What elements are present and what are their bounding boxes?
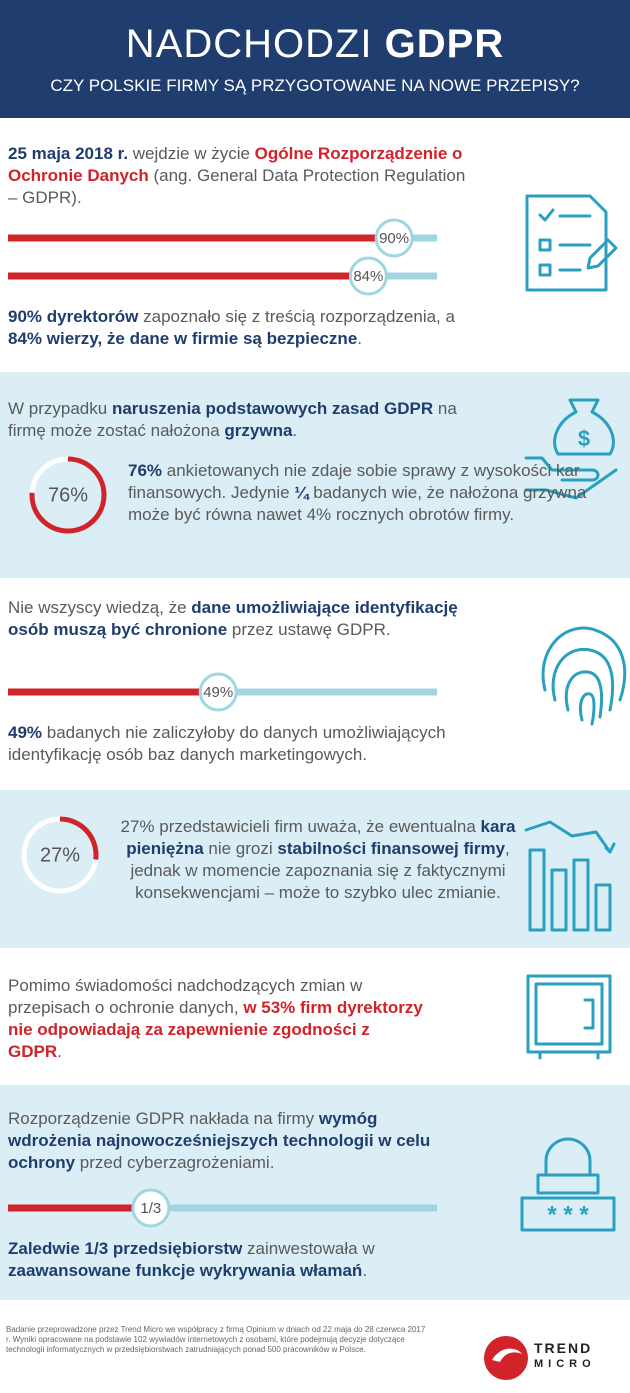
text-run: (ang. General Data Protection Regulation… — [8, 166, 466, 207]
safe-icon — [526, 974, 612, 1060]
subtitle: CZY POLSKIE FIRMY SĄ PRZYGOTOWANE NA NOW… — [50, 76, 580, 95]
intro-text: Nie wszyscy wiedzą, że dane umożliwiając… — [8, 597, 468, 641]
svg-text:* * *: * * * — [547, 1201, 589, 1228]
title-light: NADCHODZI — [125, 22, 373, 66]
text-run: . — [292, 421, 298, 440]
summary-text: Zaledwie 1/3 przedsiębiorstw zainwestowa… — [8, 1238, 478, 1282]
text-run: . — [357, 329, 363, 348]
text-run: ¼ — [294, 483, 309, 502]
fingerprint-icon — [541, 626, 627, 726]
svg-text:$: $ — [578, 426, 590, 451]
bar — [8, 272, 369, 280]
text-run: naruszenia podstawowych zasad GDPR — [111, 399, 434, 418]
text-run: 49% — [8, 723, 43, 742]
title: NADCHODZI GDPR — [0, 22, 630, 67]
text-run: na firmę może zostać nałożona — [8, 399, 457, 440]
text-run: Nie wszyscy wiedzą, że — [8, 598, 192, 617]
bar — [8, 1204, 151, 1212]
text-run: Ogólne Rozporządzenie o Ochronie Danych — [8, 144, 463, 185]
text-run: badanych nie zaliczyłoby do danych umożl… — [8, 723, 446, 764]
text-run: , jednak w momencie zapoznania się z fak… — [130, 839, 510, 902]
text-run: . — [57, 1042, 62, 1061]
text-run: Zaledwie 1/3 przedsiębiorstw — [8, 1239, 243, 1258]
text-run: 84% wierzy, że dane w firmie są bezpiecz… — [8, 329, 358, 348]
summary-text: 49% badanych nie zaliczyłoby do danych u… — [8, 722, 488, 766]
logo-icon — [484, 1336, 528, 1380]
text-run: grzywna — [224, 421, 293, 440]
text-run: 27% przedstawicieli firm uważa, że ewent… — [120, 817, 481, 836]
bar-label: 49% — [203, 684, 233, 701]
text-run: wymóg wdrożenia najnowocześniejszych tec… — [8, 1109, 431, 1172]
detail-text: 27% przedstawicieli firm uważa, że ewent… — [118, 816, 518, 904]
logo-bottom: MICRO — [534, 1358, 596, 1370]
text-run: wejdzie w życie — [128, 144, 255, 163]
lock-icon: * * * — [520, 1137, 616, 1232]
ring-label: 27% — [40, 844, 80, 866]
text-run: kara pieniężna — [126, 817, 516, 858]
summary-text: 90% dyrektorów zapoznało się z treścią r… — [8, 306, 488, 350]
band — [0, 372, 630, 578]
bar-marker — [348, 256, 388, 296]
text-run: przed cyberzagrożeniami. — [75, 1153, 275, 1172]
chart-icon — [524, 820, 616, 932]
text-run: zapoznało się z treścią rozporządzenia, … — [138, 307, 455, 326]
text-run: 25 maja 2018 r. — [8, 144, 129, 163]
logo-top: TREND — [534, 1340, 593, 1356]
bar-rest — [218, 688, 437, 696]
intro-text: W przypadku naruszenia podstawowych zasa… — [8, 398, 478, 442]
bar-label: 1/3 — [140, 1200, 161, 1217]
document-icon — [525, 194, 618, 292]
text-run: dane umożliwiające identyfikację osób mu… — [8, 598, 458, 639]
text-run: W przypadku — [8, 399, 112, 418]
text-run: . — [362, 1261, 368, 1280]
text-run: przez ustawę GDPR. — [227, 620, 391, 639]
header-band — [0, 0, 630, 118]
intro-text: Pomimo świadomości nadchodzących zmian w… — [8, 975, 428, 1063]
ring-arc — [59, 816, 99, 860]
text-run: Pomimo świadomości nadchodzących zmian w… — [8, 976, 363, 1017]
bar-rest — [368, 272, 437, 280]
band — [0, 1085, 630, 1300]
bar-marker — [131, 1188, 171, 1228]
ring-label: 76% — [48, 484, 88, 506]
text-run: w 53% firm dyrektorzy nie odpowiadają za… — [8, 998, 423, 1061]
text-run: 90% dyrektorów — [8, 307, 139, 326]
intro-text: 25 maja 2018 r. wejdzie w życie Ogólne R… — [8, 143, 478, 209]
header: NADCHODZI GDPR CZY POLSKIE FIRMY SĄ PRZY… — [0, 0, 630, 118]
money-icon: $ — [524, 398, 618, 500]
bar — [8, 688, 219, 696]
text-run: zainwestowała w — [242, 1239, 375, 1258]
title-bold: GDPR — [384, 22, 505, 66]
bar-marker — [198, 672, 238, 712]
ring-arc — [29, 456, 107, 534]
text-run: 76% — [128, 461, 163, 480]
bar — [8, 234, 395, 242]
text-run: badanych wie, że nałożona grzywna może b… — [128, 483, 587, 524]
bar-label: 84% — [353, 268, 383, 285]
text-run: ankietowanych nie zdaje sobie sprawy z w… — [128, 461, 580, 502]
bar-marker — [374, 218, 414, 258]
bar-rest — [394, 234, 437, 242]
text-run: zaawansowane funkcje wykrywania włamań — [8, 1261, 363, 1280]
text-run: Rozporządzenie GDPR nakłada na firmy — [8, 1109, 319, 1128]
band — [0, 790, 630, 948]
bar-label: 90% — [379, 230, 409, 247]
bar-rest — [150, 1204, 437, 1212]
text-run: stabilności finansowej firmy — [277, 839, 506, 858]
text-run: nie grozi — [203, 839, 278, 858]
intro-text: Rozporządzenie GDPR nakłada na firmy wym… — [8, 1108, 438, 1174]
detail-text: 76% ankietowanych nie zdaje sobie sprawy… — [128, 460, 623, 526]
footer-note: Badanie przeprowadzone przez Trend Micro… — [6, 1325, 426, 1354]
